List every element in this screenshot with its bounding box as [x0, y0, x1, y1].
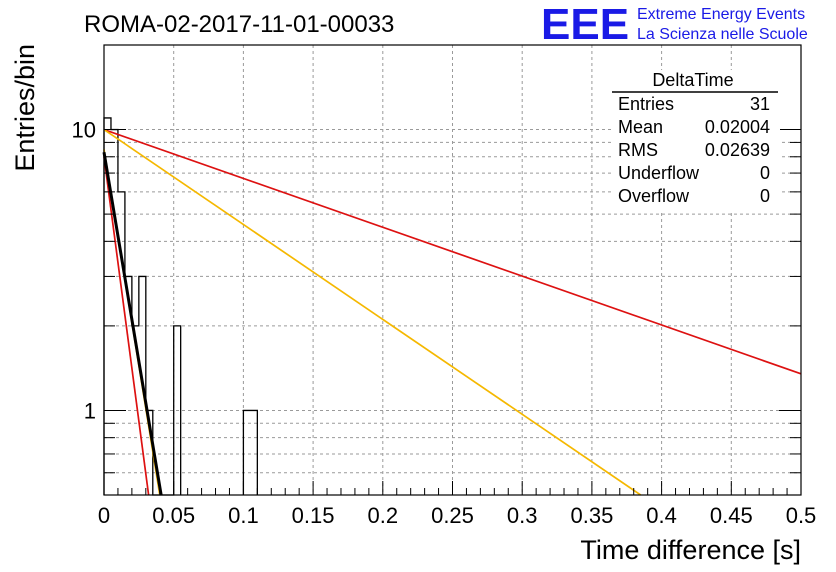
x-tick-label: 0.15	[292, 503, 335, 528]
chart-title: ROMA-02-2017-11-01-00033	[84, 11, 394, 38]
y-tick-labels: 1 10	[72, 118, 96, 424]
x-tick-label: 0.35	[570, 503, 613, 528]
red-fit-line	[103, 128, 802, 375]
black-fit-line	[102, 152, 163, 496]
stats-label: Mean	[618, 117, 663, 137]
stats-label: Overflow	[618, 186, 690, 206]
stats-value: 0	[760, 186, 770, 206]
y-tick-label: 10	[72, 118, 96, 143]
logo-line-2: La Scienza nelle Scuole	[637, 26, 808, 43]
x-tick-label: 0.25	[431, 503, 474, 528]
x-tick-label: 0.5	[786, 503, 817, 528]
y-tick-label: 1	[84, 398, 96, 423]
logo-mark: EEE	[541, 0, 629, 49]
x-tick-label: 0.4	[646, 503, 677, 528]
orange-fit-line	[103, 128, 642, 496]
histogram-bins	[242, 409, 258, 495]
x-tick-label: 0.3	[507, 503, 538, 528]
x-tick-label: 0.05	[152, 503, 195, 528]
x-tick-label: 0.2	[368, 503, 399, 528]
stats-title: DeltaTime	[652, 70, 733, 90]
red-fit-line	[103, 156, 150, 496]
stats-box-bg	[612, 70, 780, 210]
axis-ticks	[103, 44, 802, 496]
x-tick-label: 0.1	[228, 503, 259, 528]
x-tick-label: 0	[98, 503, 110, 528]
x-axis-label: Time difference [s]	[580, 535, 801, 565]
stats-value: 0.02639	[705, 140, 770, 160]
fit-curves	[102, 128, 802, 496]
eee-logo: EEE Extreme Energy Events La Scienza nel…	[541, 0, 808, 49]
x-tick-labels: 0 0.05 0.1 0.15 0.2 0.25 0.3 0.35 0.4 0.45 0.5	[98, 503, 816, 528]
stats-label: Entries	[618, 94, 674, 114]
logo-line-1: Extreme Energy Events	[637, 6, 805, 23]
stats-label: Underflow	[618, 163, 700, 183]
grid	[104, 45, 801, 495]
stats-box: DeltaTime Entries 31 Mean 0.02004 RMS 0.02639…	[612, 70, 780, 210]
stats-value: 0.02004	[705, 117, 770, 137]
stats-value: 0	[760, 163, 770, 183]
stats-value: 31	[750, 94, 770, 114]
stats-label: RMS	[618, 140, 658, 160]
y-axis-label: Entries/bin	[10, 44, 40, 172]
x-tick-label: 0.45	[710, 503, 753, 528]
